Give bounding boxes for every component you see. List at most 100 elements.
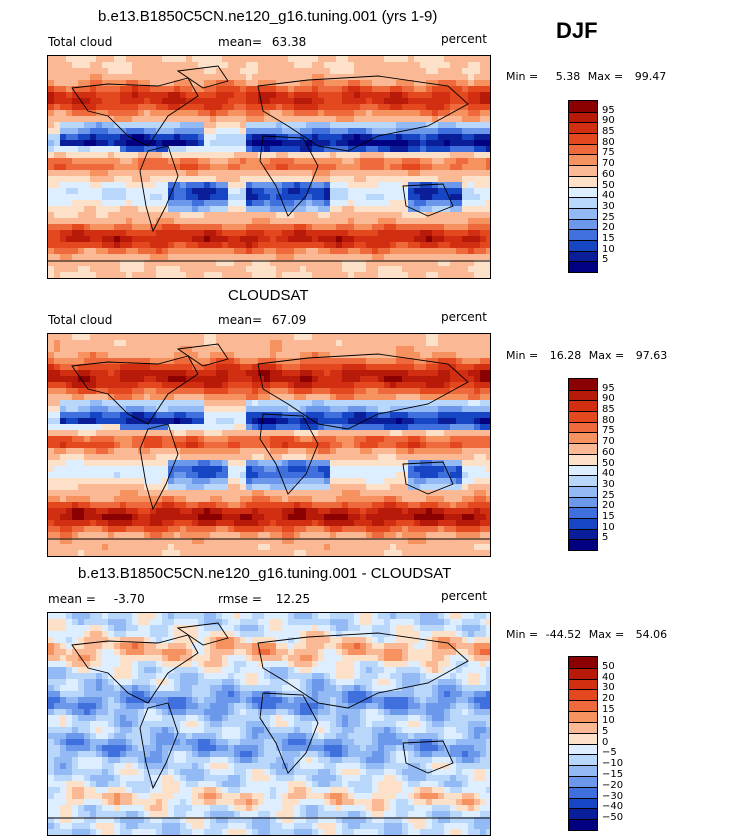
- map-cell: [300, 104, 307, 111]
- map-cell: [426, 218, 433, 225]
- map-cell: [204, 122, 211, 129]
- map-cell: [138, 200, 145, 207]
- map-cell: [150, 182, 157, 189]
- map-cell: [324, 188, 331, 195]
- map-cell: [54, 436, 61, 443]
- map-cell: [360, 260, 367, 267]
- map-cell: [246, 182, 253, 189]
- map-cell: [114, 56, 121, 63]
- map-cell: [300, 176, 307, 183]
- map-cell: [246, 146, 253, 153]
- map-cell: [384, 116, 391, 123]
- map-cell: [234, 122, 241, 129]
- map-cell: [270, 242, 277, 249]
- map-cell: [294, 230, 301, 237]
- map-cell: [126, 442, 133, 449]
- map-cell: [102, 466, 109, 473]
- map-cell: [348, 406, 355, 413]
- map-cell: [408, 140, 415, 147]
- map-cell: [78, 152, 85, 159]
- map-cell: [144, 200, 151, 207]
- map-cell: [270, 260, 277, 267]
- map-cell: [132, 98, 139, 105]
- map-cell: [72, 242, 79, 249]
- map-cell: [474, 376, 481, 383]
- map-cell: [324, 146, 331, 153]
- map-cell: [438, 334, 445, 341]
- map-cell: [432, 436, 439, 443]
- map-cell: [444, 376, 451, 383]
- map-cell: [66, 122, 73, 129]
- map-cell: [378, 272, 385, 278]
- map-cell: [276, 388, 283, 395]
- map-cell: [306, 370, 313, 377]
- map-cell: [384, 200, 391, 207]
- map-cell: [150, 56, 157, 63]
- map-cell: [174, 340, 181, 347]
- map-cell: [216, 388, 223, 395]
- map-cell: [306, 394, 313, 401]
- map-cell: [306, 218, 313, 225]
- map-cell: [66, 182, 73, 189]
- map-cell: [234, 128, 241, 135]
- map-cell: [384, 442, 391, 449]
- map-cell: [288, 86, 295, 93]
- map-cell: [252, 128, 259, 135]
- map-cell: [480, 230, 487, 237]
- map-cell: [174, 224, 181, 231]
- map-cell: [366, 430, 373, 437]
- map-cell: [474, 370, 481, 377]
- map-cell: [60, 260, 67, 267]
- map-cell: [252, 406, 259, 413]
- map-cell: [474, 218, 481, 225]
- map-cell: [234, 170, 241, 177]
- map-cell: [138, 224, 145, 231]
- map-cell: [384, 86, 391, 93]
- map-cell: [414, 412, 421, 419]
- map-cell: [384, 56, 391, 63]
- map-cell: [156, 176, 163, 183]
- map-cell: [432, 460, 439, 467]
- map-cell: [48, 490, 55, 497]
- map-cell: [138, 188, 145, 195]
- map-cell: [234, 68, 241, 75]
- map-cell: [390, 490, 397, 497]
- map-cell: [204, 272, 211, 278]
- map-cell: [420, 388, 427, 395]
- map-cell: [186, 448, 193, 455]
- map-cell: [204, 68, 211, 75]
- map-cell: [150, 206, 157, 213]
- map-cell: [198, 358, 205, 365]
- map-cell: [78, 92, 85, 99]
- map-cell: [456, 74, 463, 81]
- map-cell: [108, 200, 115, 207]
- map-cell: [384, 412, 391, 419]
- map-cell: [204, 364, 211, 371]
- map-cell: [474, 170, 481, 177]
- map-cell: [252, 484, 259, 491]
- colorbar-swatch: [569, 133, 597, 144]
- map-cell: [450, 74, 457, 81]
- map-cell: [168, 230, 175, 237]
- map-cell: [168, 56, 175, 63]
- map-cell: [474, 424, 481, 431]
- map-cell: [168, 370, 175, 377]
- map-cell: [84, 194, 91, 201]
- map-cell: [342, 128, 349, 135]
- map-cell: [222, 460, 229, 467]
- map-cell: [312, 466, 319, 473]
- map-cell: [462, 248, 469, 255]
- map-cell: [114, 442, 121, 449]
- map-cell: [108, 62, 115, 69]
- map-cell: [444, 364, 451, 371]
- map-cell: [324, 152, 331, 159]
- map-cell: [246, 104, 253, 111]
- map-cell: [432, 68, 439, 75]
- map-cell: [264, 436, 271, 443]
- map-cell: [126, 152, 133, 159]
- map-cell: [270, 370, 277, 377]
- map-cell: [54, 56, 61, 63]
- map-cell: [312, 182, 319, 189]
- map-cell: [96, 176, 103, 183]
- map-cell: [96, 86, 103, 93]
